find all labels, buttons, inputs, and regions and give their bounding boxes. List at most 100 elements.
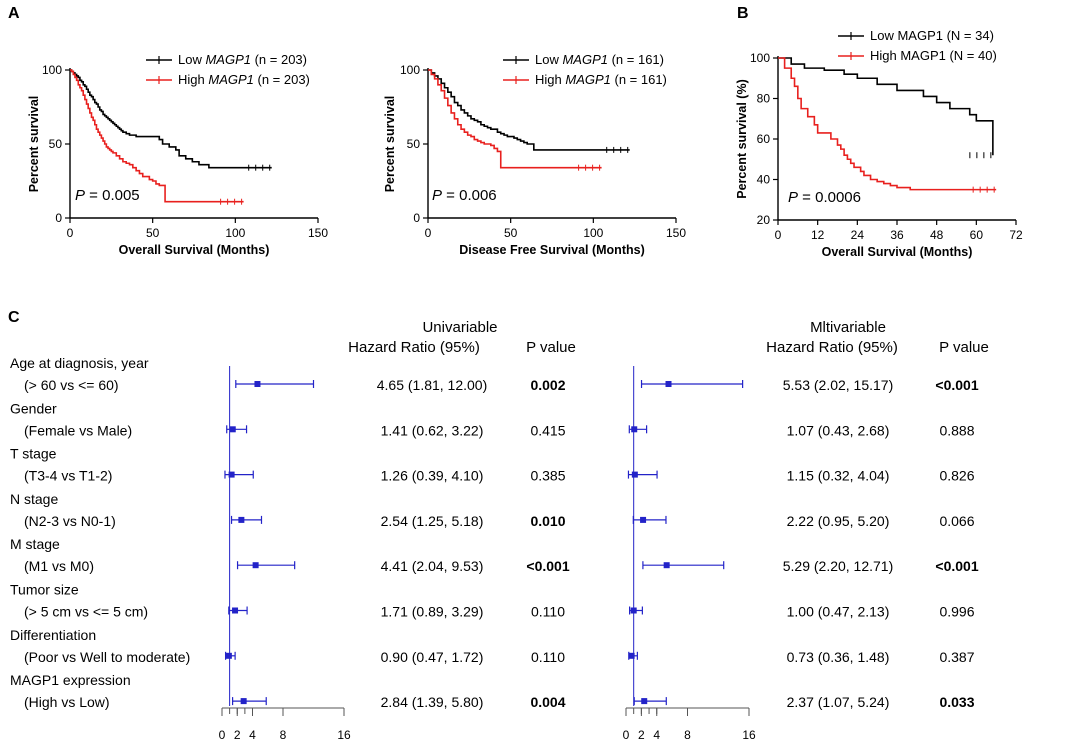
uni-p-header: P value <box>526 339 576 356</box>
p-value-annotation: P = 0.006 <box>432 187 497 204</box>
multi-p-value: <0.001 <box>935 558 978 574</box>
legend-entry: Low MAGP1 (n = 161) <box>535 52 664 67</box>
row-comparison: (T3-4 vs T1-2) <box>24 468 112 484</box>
p-symbol: P <box>75 187 85 204</box>
x-tick-label: 100 <box>583 226 603 240</box>
y-tick-label: 50 <box>49 137 63 151</box>
forest-forest_uni: 0 2 4 8 16 <box>219 366 351 742</box>
multi-p-header: P value <box>939 339 989 356</box>
y-tick-label: 40 <box>757 173 771 187</box>
x-tick-label: 0 <box>67 226 74 240</box>
row-comparison: (Female vs Male) <box>24 422 132 438</box>
p-symbol: P <box>788 189 798 206</box>
uni-p-value: 0.110 <box>531 649 565 665</box>
hr-point <box>628 652 635 659</box>
multi-hr-value: 5.29 (2.20, 12.71) <box>783 558 894 574</box>
multi-hr-value: 5.53 (2.02, 15.17) <box>783 377 894 393</box>
hr-point <box>252 562 259 569</box>
km-km_b: 0 12 24 36 48 60 72 20 40 60 80 100 Overall Survival… <box>735 28 1023 259</box>
hr-point <box>640 516 647 523</box>
multi-hr-value: 0.73 (0.36, 1.48) <box>787 649 890 665</box>
hr-point <box>630 607 637 614</box>
multi-title: Mltivariable <box>810 319 886 336</box>
hr-point <box>631 471 638 478</box>
km-curve-low <box>428 69 630 151</box>
row-label: MAGP1 expression <box>10 672 131 688</box>
hr-point <box>663 562 670 569</box>
forest-tick-label: 2 <box>234 728 241 742</box>
uni-hr-value: 0.90 (0.47, 1.72) <box>381 649 484 665</box>
y-tick-label: 80 <box>757 92 771 106</box>
legend-gene: MAGP1 <box>562 52 608 67</box>
row-label: Differentiation <box>10 627 96 643</box>
x-tick-label: 72 <box>1009 228 1023 242</box>
km-curve-low <box>70 69 272 169</box>
row-label: Age at diagnosis, year <box>10 355 149 371</box>
legend-entry: Low MAGP1 (n = 203) <box>178 52 307 67</box>
y-axis-label: Percent survival <box>383 96 397 193</box>
km-plots: 0 50 100 150 0 50 100 Overall Survival (Months)… <box>27 28 1023 259</box>
hr-point <box>228 471 235 478</box>
uni-hr-value: 4.65 (1.81, 12.00) <box>377 377 488 393</box>
forest-tick-label: 8 <box>280 728 287 742</box>
multi-p-value: 0.996 <box>939 604 974 620</box>
km-curve-high <box>778 57 997 191</box>
legend-post: (n = 161) <box>608 52 664 67</box>
legend-pre: High <box>178 72 208 87</box>
uni-hr-value: 2.54 (1.25, 5.18) <box>381 513 484 529</box>
multi-p-value: 0.888 <box>939 422 974 438</box>
uni-p-value: 0.385 <box>530 468 565 484</box>
km-km_os: 0 50 100 150 0 50 100 Overall Survival (Months)… <box>27 52 328 257</box>
legend-entry: Low MAGP1 (N = 34) <box>870 28 994 43</box>
y-tick-label: 100 <box>400 63 420 77</box>
row-comparison: (> 5 cm vs <= 5 cm) <box>24 604 148 620</box>
y-tick-label: 60 <box>757 132 771 146</box>
panel-label-b: B <box>737 5 749 22</box>
hr-point <box>232 607 239 614</box>
y-tick-label: 0 <box>413 211 420 225</box>
legend-entry: High MAGP1 (n = 203) <box>178 72 310 87</box>
x-tick-label: 150 <box>666 226 686 240</box>
forest-tick-label: 16 <box>742 728 756 742</box>
panel-label-a: A <box>8 5 20 22</box>
x-tick-label: 0 <box>775 228 782 242</box>
forest-tick-label: 8 <box>684 728 691 742</box>
p-value: = 0.005 <box>85 187 140 204</box>
panel-label-c: C <box>8 309 20 326</box>
x-tick-label: 150 <box>308 226 328 240</box>
x-tick-label: 60 <box>970 228 984 242</box>
hr-point <box>225 652 232 659</box>
row-label: T stage <box>10 446 57 462</box>
multi-hr-value: 1.00 (0.47, 2.13) <box>787 604 890 620</box>
hr-point <box>238 516 245 523</box>
forest-tick-label: 0 <box>623 728 630 742</box>
x-tick-label: 12 <box>811 228 825 242</box>
row-comparison: (> 60 vs <= 60) <box>24 377 119 393</box>
x-tick-label: 36 <box>890 228 904 242</box>
row-comparison: (M1 vs M0) <box>24 558 94 574</box>
x-tick-label: 24 <box>851 228 865 242</box>
y-tick-label: 50 <box>407 137 421 151</box>
row-comparison: (N2-3 vs N0-1) <box>24 513 116 529</box>
x-axis-label: Disease Free Survival (Months) <box>459 243 644 257</box>
km-curve-low <box>778 57 994 156</box>
forest-tick-label: 2 <box>638 728 645 742</box>
multi-hr-value: 2.37 (1.07, 5.24) <box>787 694 890 710</box>
forest-tick-label: 0 <box>219 728 226 742</box>
hr-point <box>240 698 247 705</box>
row-comparison: (High vs Low) <box>24 694 110 710</box>
row-label: Gender <box>10 400 57 416</box>
forest-forest_multi: 0 2 4 8 16 <box>623 366 756 742</box>
km-curve-high <box>428 69 602 169</box>
uni-p-value: 0.004 <box>530 694 565 710</box>
hr-point <box>631 426 638 433</box>
row-comparison: (Poor vs Well to moderate) <box>24 649 190 665</box>
uni-hr-header: Hazard Ratio (95%) <box>348 339 480 356</box>
y-axis-label: Percent survival (%) <box>735 79 749 199</box>
uni-p-value: <0.001 <box>526 558 569 574</box>
hr-point <box>665 381 672 387</box>
uni-hr-value: 4.41 (2.04, 9.53) <box>381 558 484 574</box>
row-label: M stage <box>10 536 60 552</box>
y-tick-label: 100 <box>42 63 62 77</box>
multi-hr-value: 2.22 (0.95, 5.20) <box>787 513 890 529</box>
